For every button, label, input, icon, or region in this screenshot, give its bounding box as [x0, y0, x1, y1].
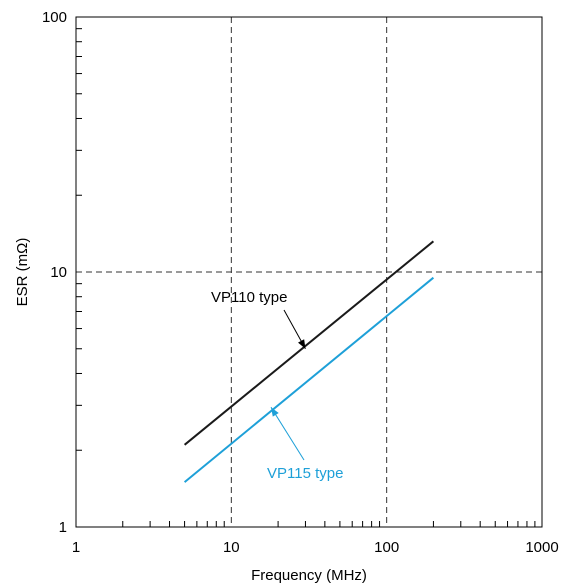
- x-tick-label-100: 100: [374, 539, 399, 556]
- x-tick-label-10: 10: [223, 539, 240, 556]
- annotations: [270, 309, 306, 461]
- vp110-arrow-arrowhead: [298, 339, 306, 349]
- y-tick-label-1: 1: [59, 519, 67, 536]
- series-line-vp110: [183, 240, 435, 446]
- vp115-arrow-arrowhead: [270, 407, 279, 417]
- y-axis-title: ESR (mΩ): [14, 238, 31, 307]
- vp115-arrow-leader: [270, 406, 305, 461]
- x-tick-label-1000: 1000: [525, 539, 558, 556]
- minor-ticks: [76, 28, 536, 527]
- series-line-vp115: [183, 276, 435, 483]
- vp115-label: VP115 type: [267, 465, 343, 482]
- plot-frame: [75, 16, 543, 528]
- vp110-label: VP110 type: [211, 289, 287, 306]
- x-axis-title: Frequency (MHz): [251, 567, 367, 584]
- grid-lines: [76, 17, 542, 527]
- x-tick-label-1: 1: [72, 539, 80, 556]
- series-lines: [183, 240, 435, 483]
- y-tick-label-100: 100: [42, 9, 67, 26]
- y-tick-label-10: 10: [50, 264, 67, 281]
